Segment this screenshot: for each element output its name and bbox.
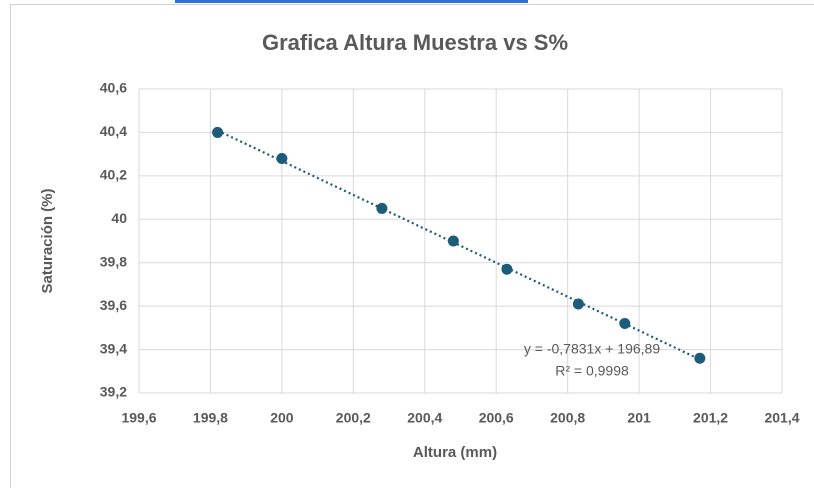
data-point [619,318,630,329]
data-point [276,153,287,164]
y-tick-label: 40,2 [100,167,127,183]
data-point [212,127,223,138]
x-tick-label: 200,2 [336,410,371,426]
x-tick-label: 200 [270,410,294,426]
x-tick-label: 201,4 [764,410,799,426]
y-axis-label: Saturación (%) [39,188,56,293]
y-tick-label: 40 [111,210,127,226]
x-axis-label: Altura (mm) [413,444,497,461]
data-point [573,298,584,309]
data-point [501,264,512,275]
y-tick-label: 39,8 [100,253,127,269]
data-point [376,203,387,214]
y-tick-label: 40,4 [100,123,127,139]
r-squared: R² = 0,9998 [555,363,629,379]
y-tick-label: 39,2 [100,384,127,400]
x-tick-label: 199,6 [121,410,156,426]
chart-title: Grafica Altura Muestra vs S% [262,30,568,55]
x-tick-label: 200,4 [407,410,442,426]
y-tick-label: 40,6 [100,80,127,96]
x-tick-label: 201 [627,410,651,426]
x-tick-label: 200,8 [550,410,585,426]
x-tick-label: 201,2 [693,410,728,426]
data-point [694,353,705,364]
y-tick-label: 39,4 [100,340,127,356]
y-tick-label: 39,6 [100,297,127,313]
data-point [448,236,459,247]
x-tick-label: 200,6 [479,410,514,426]
x-tick-label: 199,8 [193,410,228,426]
trendline-equation: y = -0,7831x + 196,89 [524,341,660,357]
selection-tab [175,0,528,3]
